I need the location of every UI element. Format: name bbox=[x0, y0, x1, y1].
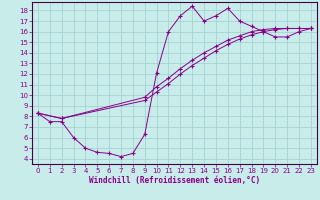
X-axis label: Windchill (Refroidissement éolien,°C): Windchill (Refroidissement éolien,°C) bbox=[89, 176, 260, 185]
